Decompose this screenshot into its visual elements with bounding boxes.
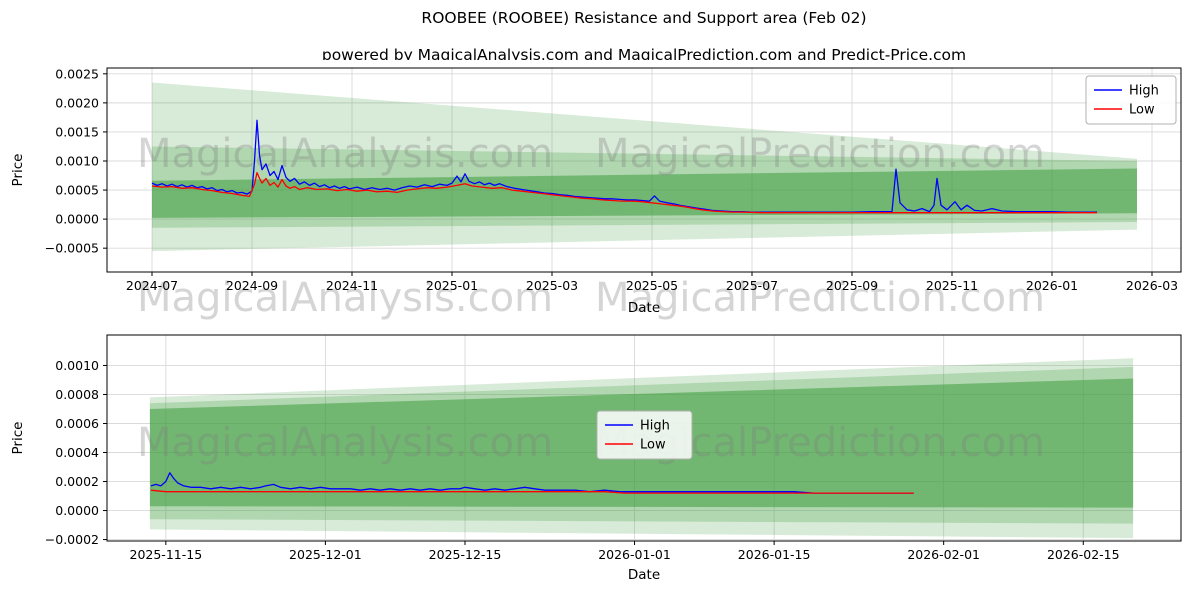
x-tick-label: 2024-11 — [326, 278, 378, 293]
low-line — [150, 489, 914, 494]
support-resistance-band — [152, 168, 1137, 218]
legend-low-label: Low — [640, 438, 666, 453]
legend-high-label: High — [1129, 84, 1159, 99]
x-tick-label: 2024-09 — [226, 278, 278, 293]
main-price-chart: MagicalAnalysis.com MagicalPrediction.com… — [0, 60, 1200, 329]
watermark-text: MagicalAnalysis.com — [137, 420, 553, 466]
x-tick-label: 2025-09 — [826, 278, 878, 293]
y-tick-label: 0.0004 — [55, 445, 99, 460]
x-tick-label: 2025-12-15 — [429, 547, 502, 562]
legend-low-label: Low — [1129, 103, 1155, 118]
legend-box — [596, 410, 693, 460]
zoomed-forecast-chart: MagicalAnalysis.com MagicalPrediction.com… — [0, 325, 1200, 600]
y-axis-label: Price — [10, 422, 26, 455]
chart-canvas: MagicalAnalysis.com MagicalPrediction.com… — [0, 325, 1200, 600]
x-tick-label: 2025-11-15 — [130, 547, 203, 562]
x-tick-label: 2024-07 — [126, 278, 178, 293]
y-axis-label: Price — [10, 154, 26, 187]
y-tick-label: 0.0008 — [55, 387, 99, 402]
x-tick-label: 2025-01 — [426, 278, 478, 293]
low-line — [151, 171, 1097, 214]
x-tick-label: 2026-01-15 — [738, 547, 811, 562]
watermark-text: MagicalAnalysis.com — [137, 275, 553, 321]
watermark-text: MagicalPrediction.com — [595, 131, 1045, 177]
x-tick-label: 2026-02-01 — [907, 547, 980, 562]
axes-frame — [106, 67, 1182, 273]
figure-subtitle: powered by MagicalAnalysis.com and Magic… — [321, 46, 967, 64]
x-axis-label: Date — [628, 567, 660, 583]
y-tick-label: 0.0025 — [55, 66, 99, 81]
legend-high-label: High — [640, 419, 670, 434]
x-tick-label: 2025-03 — [526, 278, 578, 293]
x-tick-label: 2026-01-01 — [598, 547, 671, 562]
chart-canvas: MagicalAnalysis.com MagicalPrediction.com… — [0, 60, 1200, 325]
high-line — [151, 119, 1097, 213]
y-tick-label: 0.0020 — [55, 95, 99, 110]
watermark-text: MagicalPrediction.com — [595, 275, 1045, 321]
y-tick-label: 0.0015 — [55, 124, 99, 139]
figure-title: ROOBEE (ROOBEE) Resistance and Support a… — [421, 9, 867, 27]
y-tick-label: −0.0002 — [45, 532, 99, 547]
legend-box — [1085, 75, 1177, 125]
high-line — [150, 472, 914, 494]
y-tick-label: 0.0002 — [55, 474, 99, 489]
y-tick-label: 0.0010 — [55, 153, 99, 168]
watermark-text: MagicalAnalysis.com — [137, 131, 553, 177]
axes-frame — [106, 334, 1182, 542]
y-tick-label: 0.0000 — [55, 212, 99, 227]
x-tick-label: 2026-01 — [1026, 278, 1078, 293]
x-tick-label: 2025-12-01 — [289, 547, 362, 562]
x-tick-label: 2026-03 — [1126, 278, 1178, 293]
y-tick-label: 0.0006 — [55, 416, 99, 431]
x-tick-label: 2025-07 — [726, 278, 778, 293]
y-tick-label: 0.0005 — [55, 183, 99, 198]
x-tick-label: 2026-02-15 — [1047, 547, 1120, 562]
y-tick-label: −0.0005 — [45, 241, 99, 256]
y-tick-label: 0.0010 — [55, 358, 99, 373]
x-axis-label: Date — [628, 300, 660, 316]
x-tick-label: 2025-11 — [926, 278, 978, 293]
x-tick-label: 2025-05 — [626, 278, 678, 293]
y-tick-label: 0.0000 — [55, 503, 99, 518]
